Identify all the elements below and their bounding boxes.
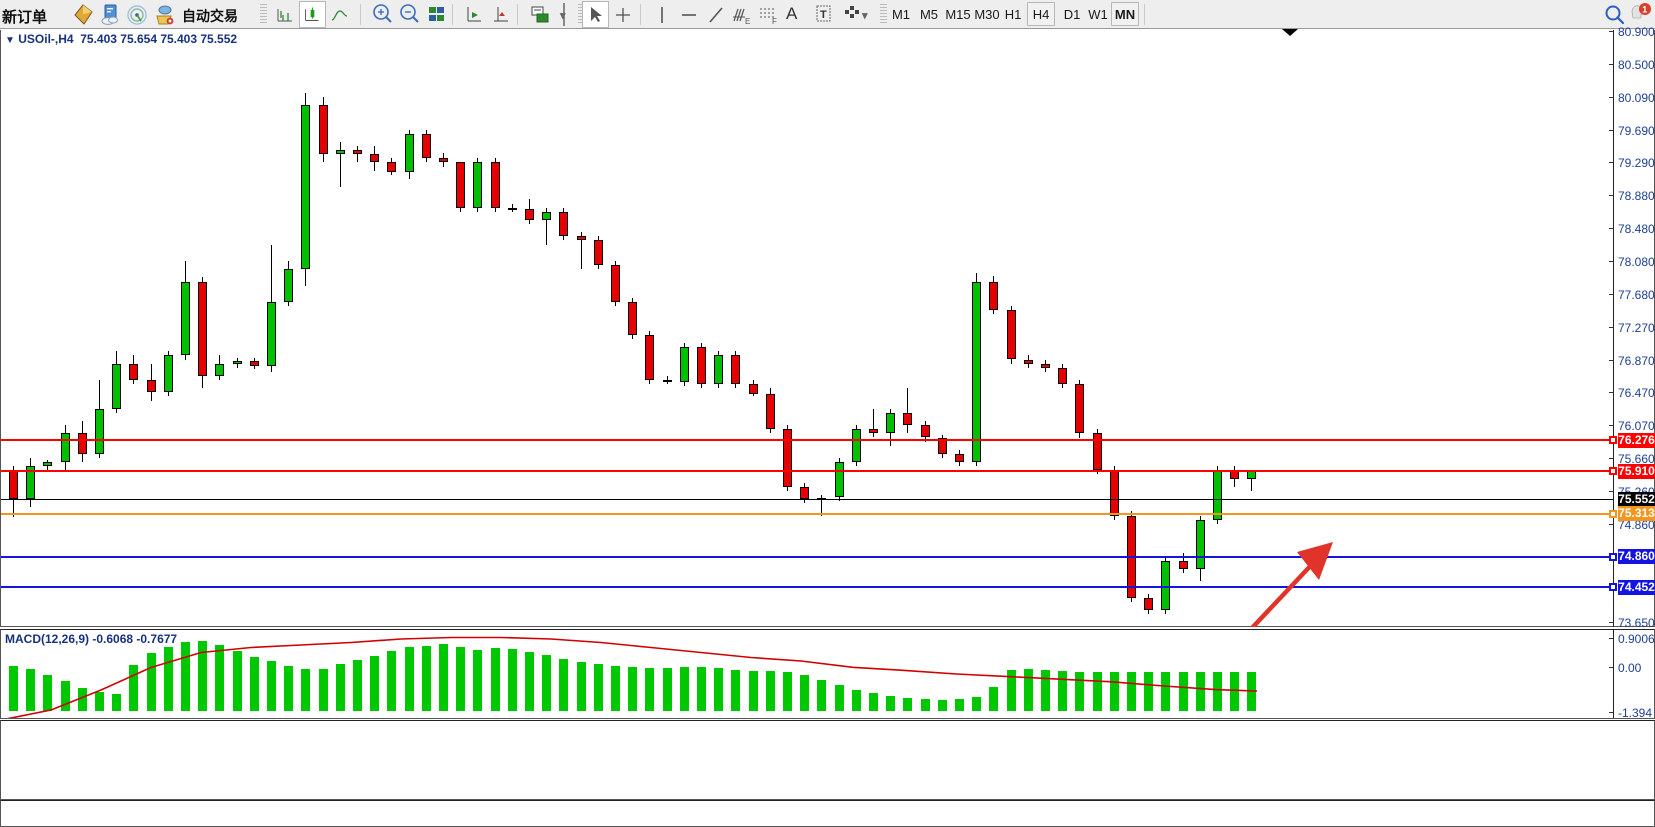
svg-text:E: E [745, 17, 750, 26]
svg-text:1: 1 [1642, 4, 1647, 14]
svg-text:F: F [772, 17, 777, 26]
svg-text:T: T [820, 9, 827, 21]
